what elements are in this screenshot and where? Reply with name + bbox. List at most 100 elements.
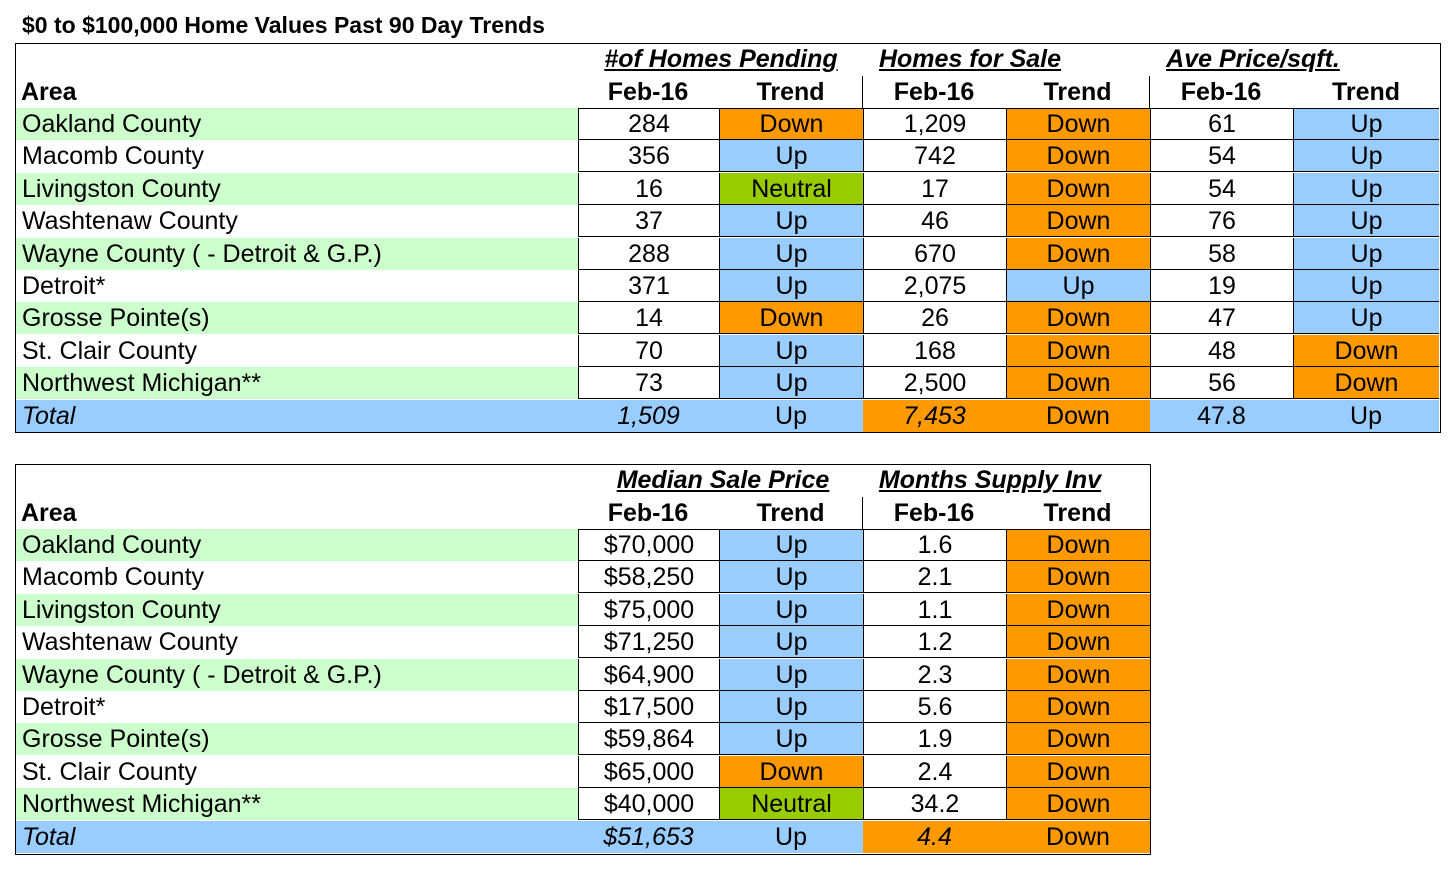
value-cell: $75,000 xyxy=(578,593,719,626)
trend-cell: Up xyxy=(719,593,863,626)
value-cell: 34.2 xyxy=(863,788,1006,821)
month-header: Feb-16 xyxy=(607,78,689,106)
month-header: Feb-16 xyxy=(893,78,975,106)
area-header: Area xyxy=(21,499,77,527)
value-cell: 1.6 xyxy=(863,529,1006,561)
trend-cell: Up xyxy=(719,561,863,594)
value-cell: 1,209 xyxy=(863,108,1006,140)
area-cell: Livingston County xyxy=(16,593,578,626)
total-value: 47.8 xyxy=(1150,399,1293,432)
trend-cell: Down xyxy=(719,108,863,140)
trend-cell: Up xyxy=(1293,270,1439,302)
total-label: Total xyxy=(16,820,578,853)
trend-cell: Neutral xyxy=(719,788,863,821)
value-cell: 742 xyxy=(863,140,1006,173)
trend-cell: Up xyxy=(719,270,863,302)
total-trend: Up xyxy=(719,399,863,432)
area-cell: Wayne County ( - Detroit & G.P.) xyxy=(16,237,578,270)
value-cell: 2.1 xyxy=(863,561,1006,594)
trend-header: Trend xyxy=(1043,499,1112,527)
value-cell: $64,900 xyxy=(578,658,719,691)
value-cell: $58,250 xyxy=(578,561,719,594)
value-cell: 70 xyxy=(578,334,719,367)
trend-cell: Up xyxy=(1293,140,1439,173)
value-cell: 73 xyxy=(578,367,719,400)
value-cell: 54 xyxy=(1150,172,1293,205)
area-cell: Wayne County ( - Detroit & G.P.) xyxy=(16,658,578,691)
area-cell: Washtenaw County xyxy=(22,207,238,236)
trend-cell: Up xyxy=(719,367,863,400)
trend-cell: Down xyxy=(719,755,863,788)
trend-cell: Up xyxy=(719,237,863,270)
trend-cell: Up xyxy=(719,529,863,561)
trend-cell: Down xyxy=(1006,723,1150,756)
trend-cell: Up xyxy=(1293,237,1439,270)
area-cell: St. Clair County xyxy=(22,336,198,365)
trend-cell: Down xyxy=(1006,108,1150,140)
area-cell: Oakland County xyxy=(16,108,578,140)
value-cell: $71,250 xyxy=(578,626,719,659)
area-cell: Grosse Pointe(s) xyxy=(16,302,578,335)
pending-sale-price-table: #of Homes Pending Homes for Sale Ave Pri… xyxy=(15,43,1441,433)
area-cell: Detroit* xyxy=(22,272,106,300)
area-cell: Grosse Pointe(s) xyxy=(16,723,578,756)
trend-header: Trend xyxy=(756,499,825,527)
trend-cell: Down xyxy=(1006,237,1150,270)
value-cell: 46 xyxy=(863,205,1006,238)
value-cell: 284 xyxy=(578,108,719,140)
header-rule xyxy=(578,108,1439,109)
total-value: 4.4 xyxy=(863,820,1006,853)
month-header: Feb-16 xyxy=(893,499,975,527)
group-header-price-sqft: Ave Price/sqft. xyxy=(1166,45,1340,73)
group-header-pending: #of Homes Pending xyxy=(604,45,838,73)
value-cell: 56 xyxy=(1150,367,1293,400)
trend-cell: Down xyxy=(1006,788,1150,821)
trend-cell: Down xyxy=(1006,626,1150,659)
group-header-median-price: Median Sale Price xyxy=(616,466,830,494)
value-cell: 26 xyxy=(863,302,1006,335)
value-cell: 371 xyxy=(578,270,719,302)
total-label: Total xyxy=(16,399,578,432)
total-trend: Up xyxy=(1293,399,1439,432)
value-cell: 1.9 xyxy=(863,723,1006,756)
divider xyxy=(862,76,863,108)
total-value: 7,453 xyxy=(863,399,1006,432)
trend-header: Trend xyxy=(756,78,825,106)
page-title: $0 to $100,000 Home Values Past 90 Day T… xyxy=(22,12,545,38)
value-cell: 670 xyxy=(863,237,1006,270)
area-cell: Macomb County xyxy=(22,563,205,592)
trend-cell: Down xyxy=(1006,593,1150,626)
trend-cell: Up xyxy=(719,691,863,723)
month-header: Feb-16 xyxy=(607,499,689,527)
value-cell: 16 xyxy=(578,172,719,205)
trend-cell: Up xyxy=(1293,172,1439,205)
value-cell: 1.1 xyxy=(863,593,1006,626)
month-header: Feb-16 xyxy=(1180,78,1262,106)
trend-cell: Up xyxy=(719,626,863,659)
trend-header: Trend xyxy=(1331,78,1401,106)
median-price-supply-table: Median Sale Price Months Supply Inv Area… xyxy=(15,464,1151,855)
trend-cell: Up xyxy=(1006,270,1150,302)
value-cell: 288 xyxy=(578,237,719,270)
trend-cell: Down xyxy=(1006,367,1150,400)
trend-cell: Up xyxy=(719,334,863,367)
area-cell: Oakland County xyxy=(16,529,578,561)
trend-cell: Down xyxy=(1006,172,1150,205)
trend-cell: Down xyxy=(1006,529,1150,561)
value-cell: 168 xyxy=(863,334,1006,367)
trend-cell: Down xyxy=(1006,658,1150,691)
group-header-for-sale: Homes for Sale xyxy=(878,45,1061,73)
trend-cell: Down xyxy=(1006,302,1150,335)
value-cell: 1.2 xyxy=(863,626,1006,659)
divider xyxy=(1149,76,1150,108)
value-cell: $70,000 xyxy=(578,529,719,561)
total-value: $51,653 xyxy=(578,820,719,853)
total-trend: Down xyxy=(1006,820,1150,853)
value-cell: 5.6 xyxy=(863,691,1006,723)
trend-cell: Up xyxy=(1293,302,1439,335)
trend-cell: Down xyxy=(1293,334,1439,367)
value-cell: 2,075 xyxy=(863,270,1006,302)
value-cell: 356 xyxy=(578,140,719,173)
value-cell: $17,500 xyxy=(578,691,719,723)
trend-cell: Down xyxy=(1006,140,1150,173)
